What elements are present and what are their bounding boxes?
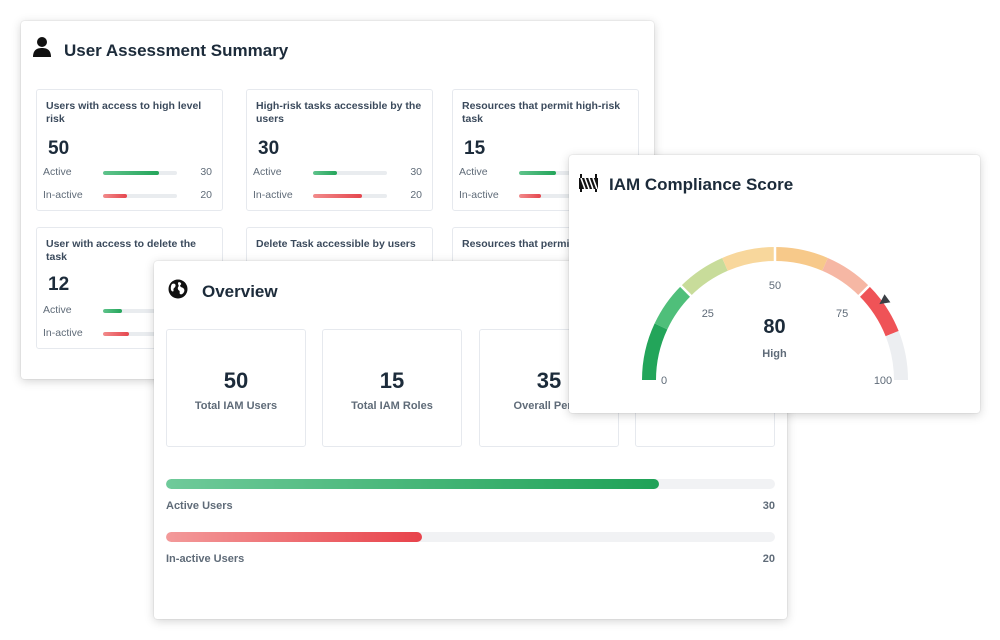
metric-title: Resources that permit high-risk task bbox=[462, 100, 621, 125]
compliance-icon bbox=[578, 173, 600, 198]
active-row: Active bbox=[43, 304, 212, 318]
inactive-bar bbox=[313, 194, 387, 198]
metric-value: 12 bbox=[48, 274, 70, 295]
gauge-level: High bbox=[762, 348, 787, 360]
active-users-count: 30 bbox=[762, 500, 775, 512]
inactive-label: In-active bbox=[43, 189, 83, 201]
inactive-row: In-active bbox=[459, 189, 628, 203]
gauge-pointer bbox=[879, 294, 891, 305]
inactive-users-bar bbox=[166, 532, 775, 542]
stat-label: Total IAM Roles bbox=[351, 400, 433, 412]
active-bar bbox=[519, 171, 593, 175]
active-bar bbox=[103, 171, 177, 175]
inactive-users-count: 20 bbox=[762, 553, 775, 565]
active-count: 30 bbox=[200, 166, 212, 178]
inactive-label: In-active bbox=[43, 327, 83, 339]
metric-value: 50 bbox=[48, 138, 70, 159]
gauge-segment bbox=[859, 285, 899, 337]
gauge-separator bbox=[857, 284, 871, 298]
metric-card[interactable]: High-risk tasks accessible by the users … bbox=[246, 89, 433, 211]
gauge-segment bbox=[654, 285, 691, 330]
metric-title: Delete Task accessible by users bbox=[256, 238, 416, 250]
inactive-count: 20 bbox=[410, 189, 422, 201]
inactive-row: In-active bbox=[43, 327, 212, 341]
active-label: Active bbox=[43, 304, 72, 316]
metric-title: High-risk tasks accessible by the users bbox=[256, 100, 422, 125]
stat-label: Overall Permi bbox=[513, 400, 585, 412]
stat-label: Total IAM Users bbox=[194, 400, 278, 412]
inactive-count: 20 bbox=[200, 189, 212, 201]
inactive-bar bbox=[103, 332, 177, 336]
metric-title: User with access to delete the task bbox=[46, 238, 196, 263]
inactive-row: In-active 20 bbox=[43, 189, 212, 203]
stat-value: 35 bbox=[536, 368, 562, 393]
metric-value: 15 bbox=[464, 138, 486, 159]
iam-compliance-score-panel: IAM Compliance Score 0 25 50 75 100 80 High bbox=[569, 155, 980, 413]
metric-title: Users with access to high level risk bbox=[46, 100, 202, 125]
gauge-segment bbox=[722, 247, 776, 271]
panel-title: Overview bbox=[202, 282, 278, 301]
user-assessment-summary-panel: User Assessment Summary Users with acces… bbox=[21, 21, 654, 379]
gauge-separator bbox=[679, 284, 693, 298]
metric-value: 30 bbox=[258, 138, 280, 159]
active-bar bbox=[313, 171, 387, 175]
inactive-bar bbox=[519, 194, 593, 198]
active-users-label: Active Users bbox=[166, 500, 233, 512]
gauge-score: 80 bbox=[763, 316, 786, 338]
gauge-tick-label: 75 bbox=[836, 308, 848, 320]
gauge-tick-label: 50 bbox=[769, 280, 781, 292]
active-label: Active bbox=[459, 166, 488, 178]
gauge-segment bbox=[885, 331, 908, 381]
gauge-segment bbox=[822, 257, 870, 296]
stat-value: 15 bbox=[379, 368, 405, 393]
inactive-label: In-active bbox=[253, 189, 293, 201]
globe-icon bbox=[168, 279, 188, 304]
panel-title: User Assessment Summary bbox=[64, 41, 289, 60]
gauge-tick-label: 0 bbox=[661, 375, 667, 387]
metric-title: Resources that permi task bbox=[462, 238, 594, 250]
active-label: Active bbox=[43, 166, 72, 178]
compliance-gauge: 0 25 50 75 100 bbox=[642, 246, 908, 387]
gauge-segment bbox=[680, 257, 728, 296]
user-icon bbox=[32, 36, 52, 63]
active-label: Active bbox=[253, 166, 282, 178]
gauge-segment bbox=[642, 323, 668, 381]
gauge-tick-label: 100 bbox=[874, 375, 892, 387]
inactive-row: In-active 20 bbox=[253, 189, 422, 203]
inactive-users-label: In-active Users bbox=[166, 553, 245, 565]
inactive-label: In-active bbox=[459, 189, 499, 201]
stat-card-total-iam-users[interactable]: 50 Total IAM Users bbox=[166, 329, 306, 447]
stat-card-total-iam-roles[interactable]: 15 Total IAM Roles bbox=[322, 329, 462, 447]
metric-card[interactable]: Users with access to high level risk 50 … bbox=[36, 89, 223, 211]
active-users-bar bbox=[166, 479, 775, 489]
gauge-segment bbox=[774, 247, 828, 271]
panel-title: IAM Compliance Score bbox=[609, 175, 794, 194]
active-row: Active 30 bbox=[253, 166, 422, 180]
gauge-tick-label: 25 bbox=[702, 308, 714, 320]
active-bar bbox=[103, 309, 177, 313]
active-row: Active bbox=[459, 166, 628, 180]
inactive-bar bbox=[103, 194, 177, 198]
active-row: Active 30 bbox=[43, 166, 212, 180]
stat-value: 50 bbox=[223, 368, 249, 393]
active-count: 30 bbox=[410, 166, 422, 178]
